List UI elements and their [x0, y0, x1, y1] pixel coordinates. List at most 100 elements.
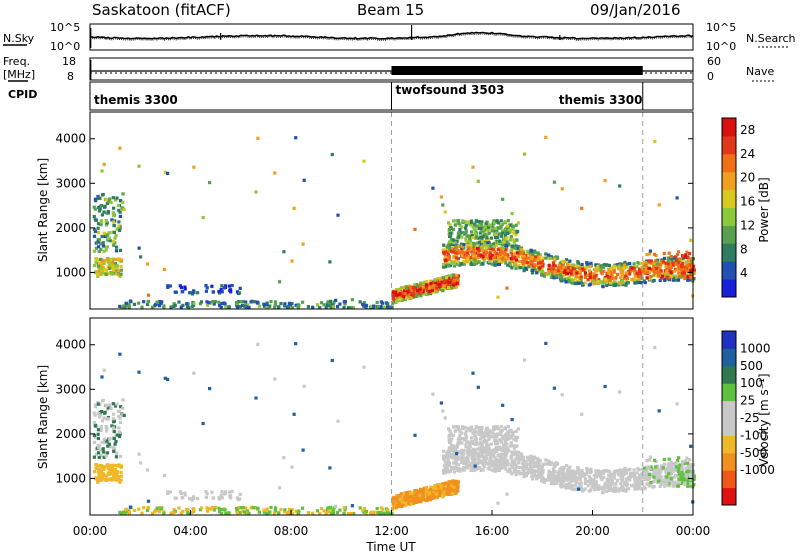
velocity-cell — [100, 440, 104, 445]
velocity-cell — [350, 504, 354, 508]
power-cell — [277, 305, 281, 309]
velocity-cell — [474, 451, 478, 455]
velocity-cell — [617, 470, 621, 474]
velocity-cell — [619, 482, 623, 486]
velocity-cell — [484, 428, 488, 432]
power-cell — [619, 276, 623, 280]
velocity-cell — [399, 492, 404, 496]
power-cell — [620, 273, 624, 277]
velocity-cell — [689, 469, 693, 473]
power-cell — [453, 254, 457, 258]
velocity-cell — [552, 386, 556, 390]
power-cell — [449, 242, 453, 246]
power-cell — [328, 260, 332, 264]
power-cell — [602, 263, 606, 267]
velocity-cell — [667, 457, 671, 461]
power-cell — [528, 258, 533, 262]
power-cell — [605, 263, 609, 267]
velocity-cell — [490, 468, 494, 472]
velocity-cell — [477, 457, 481, 461]
velocity-cell — [98, 402, 102, 406]
velocity-cell — [422, 497, 426, 501]
power-cell — [601, 285, 605, 289]
velocity-cell — [230, 489, 234, 494]
power-colorbar-tick-3: 16 — [740, 195, 755, 209]
velocity-cell — [413, 433, 417, 437]
power-cell — [537, 256, 541, 260]
power-cell — [433, 278, 437, 282]
velocity-cell — [498, 445, 502, 449]
power-cell — [508, 238, 513, 242]
nave-tick-top: 60 — [707, 55, 721, 68]
power-cell — [402, 294, 406, 298]
power-cell — [522, 268, 526, 272]
velocity-cell — [99, 463, 103, 467]
velocity-cell — [139, 461, 143, 465]
velocity-cell — [657, 477, 661, 481]
velocity-cell — [669, 477, 673, 481]
power-cell — [447, 221, 451, 225]
velocity-cell — [479, 459, 483, 463]
power-cell — [450, 247, 454, 251]
velocity-cell — [692, 474, 696, 478]
velocity-cell — [516, 457, 520, 461]
power-cell — [99, 257, 103, 261]
power-cell — [273, 300, 278, 304]
velocity-cell — [600, 477, 604, 481]
velocity-cell — [487, 466, 491, 470]
power-cell — [456, 235, 460, 239]
power-cell — [117, 220, 121, 224]
power-cell — [544, 135, 548, 139]
power-cell — [479, 262, 483, 266]
power-colorbar-tick-2: 20 — [740, 171, 755, 185]
power-cell — [142, 300, 146, 304]
velocity-cell — [685, 456, 689, 460]
power-cell — [573, 277, 578, 281]
power-cell — [192, 302, 196, 306]
velocity-cell — [635, 477, 639, 482]
velocity-cell — [608, 475, 613, 479]
velocity-cell — [290, 465, 294, 469]
power-cell — [666, 271, 670, 275]
velocity-cell — [103, 410, 107, 414]
velocity-cell — [452, 466, 456, 471]
velocity-cell — [687, 469, 691, 473]
velocity-cell — [444, 456, 448, 460]
velocity-cell — [486, 447, 490, 451]
velocity-cell — [336, 419, 340, 423]
velocity-cell — [224, 511, 228, 515]
velocity-cell — [111, 420, 116, 424]
power-cell — [538, 253, 542, 257]
velocity-cell — [510, 472, 514, 476]
power-cell — [556, 256, 560, 260]
velocity-cell — [364, 512, 368, 516]
power-cell — [657, 271, 661, 275]
velocity-cell — [102, 473, 107, 477]
power-cell — [689, 271, 693, 275]
velocity-cell — [617, 489, 621, 493]
velocity-cell — [111, 477, 116, 482]
power-cell — [495, 262, 499, 266]
power-cell — [443, 254, 447, 258]
velocity-cell — [140, 511, 144, 515]
power-cell — [599, 280, 603, 284]
velocity-cell — [587, 475, 591, 479]
velocity-cell — [635, 487, 639, 491]
power-cell — [562, 265, 566, 269]
velocity-cell — [648, 458, 652, 462]
power-cell — [109, 258, 113, 262]
power-colorbar-bin-2 — [722, 243, 736, 262]
power-cell — [496, 260, 500, 264]
power-cell — [484, 253, 488, 257]
velocity-cell — [547, 469, 551, 473]
velocity-cell — [380, 507, 384, 511]
velocity-cell — [521, 471, 525, 476]
power-cell — [514, 260, 518, 265]
velocity-cell — [342, 506, 346, 510]
velocity-cell — [587, 469, 591, 473]
power-cell — [425, 280, 429, 284]
power-cell — [520, 255, 524, 259]
power-cell — [501, 231, 505, 235]
velocity-cell — [416, 495, 420, 499]
